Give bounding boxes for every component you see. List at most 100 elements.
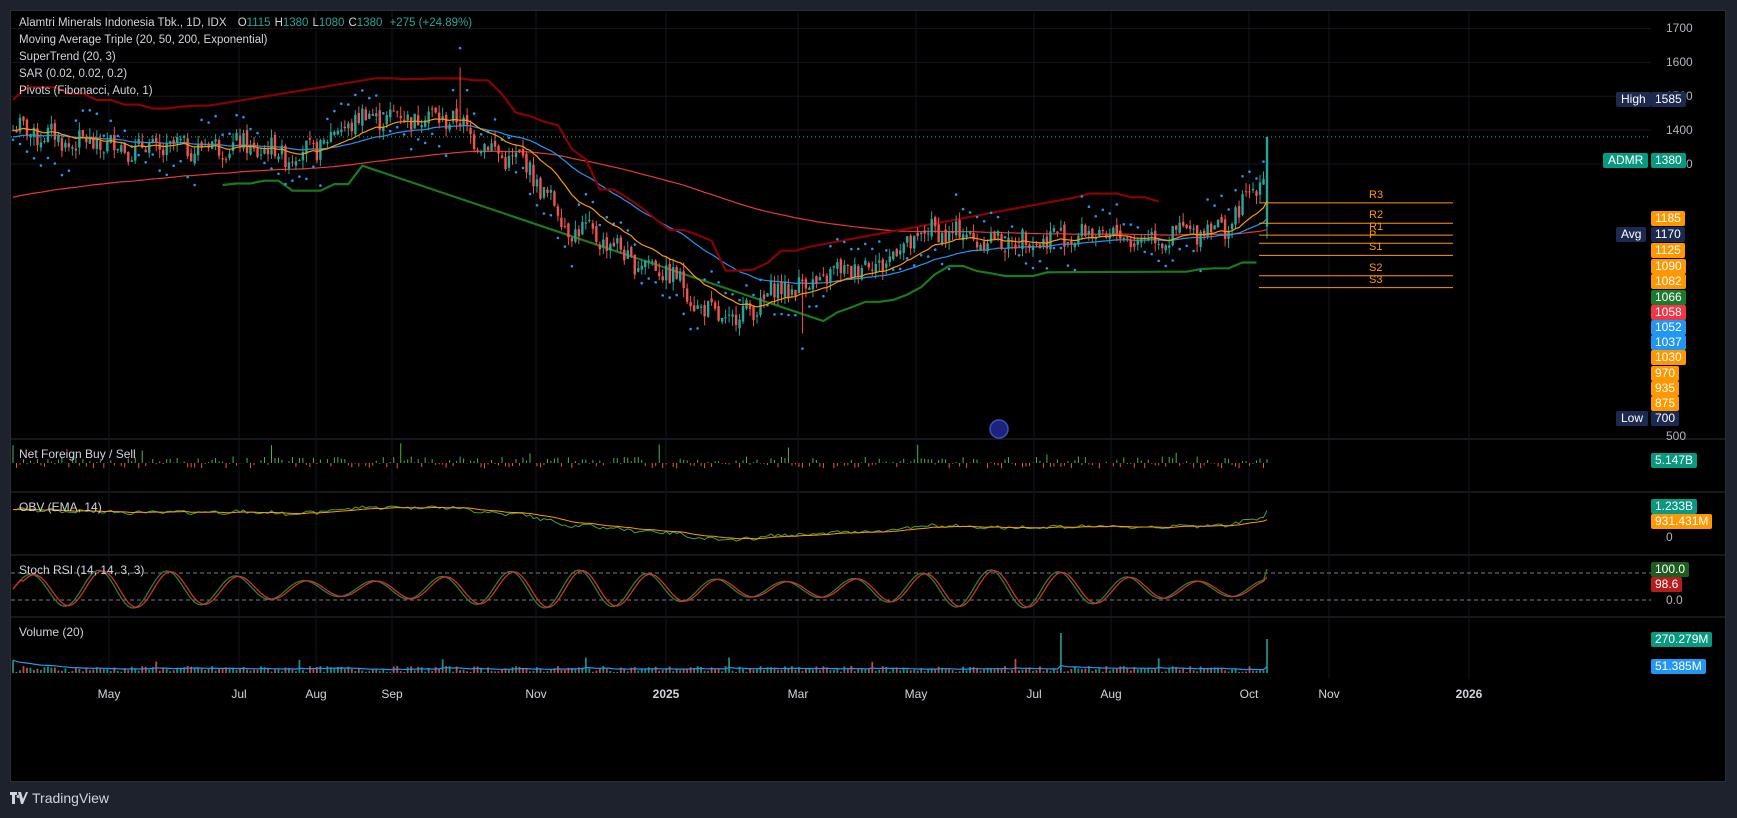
time-axis-label: Aug xyxy=(1100,687,1122,701)
candle-body xyxy=(1031,245,1035,251)
ohlc-value: 1380 xyxy=(282,17,309,29)
volume-bar xyxy=(951,669,954,673)
candle-body xyxy=(947,231,951,241)
candle xyxy=(1101,226,1105,235)
candle-body xyxy=(1101,230,1105,232)
chart-frame[interactable]: Alamtri Minerals Indonesia Tbk., 1D, IDX… xyxy=(10,10,1726,782)
candle xyxy=(993,230,996,240)
volume-bar xyxy=(808,668,811,673)
candle xyxy=(392,104,395,112)
level-badge: 1052 xyxy=(1651,320,1686,335)
candle xyxy=(1024,230,1028,254)
volume-bar xyxy=(88,670,91,673)
candle xyxy=(60,134,64,158)
volume-bar xyxy=(805,668,807,673)
candle-body xyxy=(616,238,619,244)
volume-bar xyxy=(350,668,353,673)
volume-bar xyxy=(752,669,755,673)
candle-body xyxy=(1045,236,1049,249)
volume-bar xyxy=(102,669,105,673)
sar-dot xyxy=(242,115,245,119)
candle xyxy=(1234,205,1237,229)
candle-body xyxy=(389,109,392,118)
candle-body xyxy=(563,226,567,228)
candle-body xyxy=(933,217,937,227)
candle xyxy=(874,255,877,279)
candle xyxy=(319,138,322,167)
pivot-label-s2: S2 xyxy=(1369,261,1383,274)
sar-dot xyxy=(39,164,43,167)
candle xyxy=(919,232,923,242)
candle xyxy=(350,118,354,136)
volume-bar xyxy=(298,659,301,673)
volume-bar xyxy=(434,667,437,673)
candle-body xyxy=(343,126,347,129)
candle-body xyxy=(1129,239,1132,247)
net-foreign-label[interactable]: Net Foreign Buy / Sell xyxy=(19,447,136,461)
candle-body xyxy=(22,116,25,121)
volume-bar xyxy=(798,667,800,673)
last-price-badge: 1380 xyxy=(1651,153,1686,168)
candle xyxy=(46,124,50,143)
candle-body xyxy=(902,243,905,253)
candle xyxy=(406,110,409,129)
high-label-badge: High xyxy=(1616,92,1651,107)
candle xyxy=(277,153,280,163)
symbol-title[interactable]: Alamtri Minerals Indonesia Tbk., 1D, IDX xyxy=(19,17,227,29)
sar-dot xyxy=(1108,212,1112,215)
indicator-legend-2[interactable]: SAR (0.02, 0.02, 0.2) xyxy=(19,68,128,80)
candle xyxy=(930,211,933,240)
ema-50-line xyxy=(12,125,1268,285)
indicator-legend-1[interactable]: SuperTrend (20, 3) xyxy=(19,51,116,63)
volume-bar xyxy=(605,668,608,673)
volume-bar xyxy=(717,668,720,673)
sar-dot xyxy=(193,183,196,187)
volume-bar xyxy=(689,667,692,673)
sar-dot xyxy=(940,262,944,266)
sar-dot xyxy=(277,172,280,176)
volume-bar xyxy=(986,667,989,673)
tradingview-footer[interactable]: TradingView xyxy=(10,790,109,806)
candle xyxy=(780,274,783,303)
volume-bar xyxy=(469,671,472,673)
candle xyxy=(1258,174,1262,203)
volume-bar xyxy=(997,667,999,673)
sar-dot xyxy=(437,145,441,148)
candle-body xyxy=(892,251,895,260)
candle-body xyxy=(713,302,717,309)
candle xyxy=(528,160,532,183)
chart-canvas[interactable] xyxy=(11,11,1726,782)
volume-bar xyxy=(504,668,507,673)
candle-body xyxy=(937,224,940,243)
indicator-legend-0[interactable]: Moving Average Triple (20, 50, 200, Expo… xyxy=(19,34,268,46)
candle xyxy=(581,215,584,236)
sar-dot xyxy=(284,182,287,186)
candle xyxy=(1049,222,1052,253)
candle xyxy=(85,133,88,149)
volume-bar xyxy=(1140,668,1143,673)
stoch-rsi-label[interactable]: Stoch RSI (14, 14, 3, 3) xyxy=(19,563,145,577)
obv-label[interactable]: OBV (EMA, 14) xyxy=(19,500,102,514)
price-axis-label: 500 xyxy=(1666,429,1687,443)
candle xyxy=(137,132,140,147)
indicator-legend-3[interactable]: Pivots (Fibonacci, Auto, 1) xyxy=(19,85,153,97)
sar-dot xyxy=(1087,205,1091,208)
candle-body xyxy=(1150,232,1153,235)
candle-body xyxy=(434,107,437,113)
volume-bar xyxy=(123,668,126,673)
candle-body xyxy=(654,260,657,271)
candle xyxy=(699,304,703,315)
volume-bar xyxy=(616,671,619,673)
volume-bar xyxy=(274,669,276,673)
candle xyxy=(1059,220,1063,232)
candle xyxy=(640,259,643,275)
volume-bar xyxy=(455,666,458,673)
candle xyxy=(18,113,22,135)
candle-body xyxy=(570,237,574,242)
candle-body xyxy=(1244,191,1248,193)
candle xyxy=(203,138,207,147)
level-badge: 1030 xyxy=(1651,350,1686,365)
sar-dot xyxy=(137,153,140,157)
volume-label[interactable]: Volume (20) xyxy=(19,625,84,639)
sar-dot xyxy=(1017,254,1021,257)
